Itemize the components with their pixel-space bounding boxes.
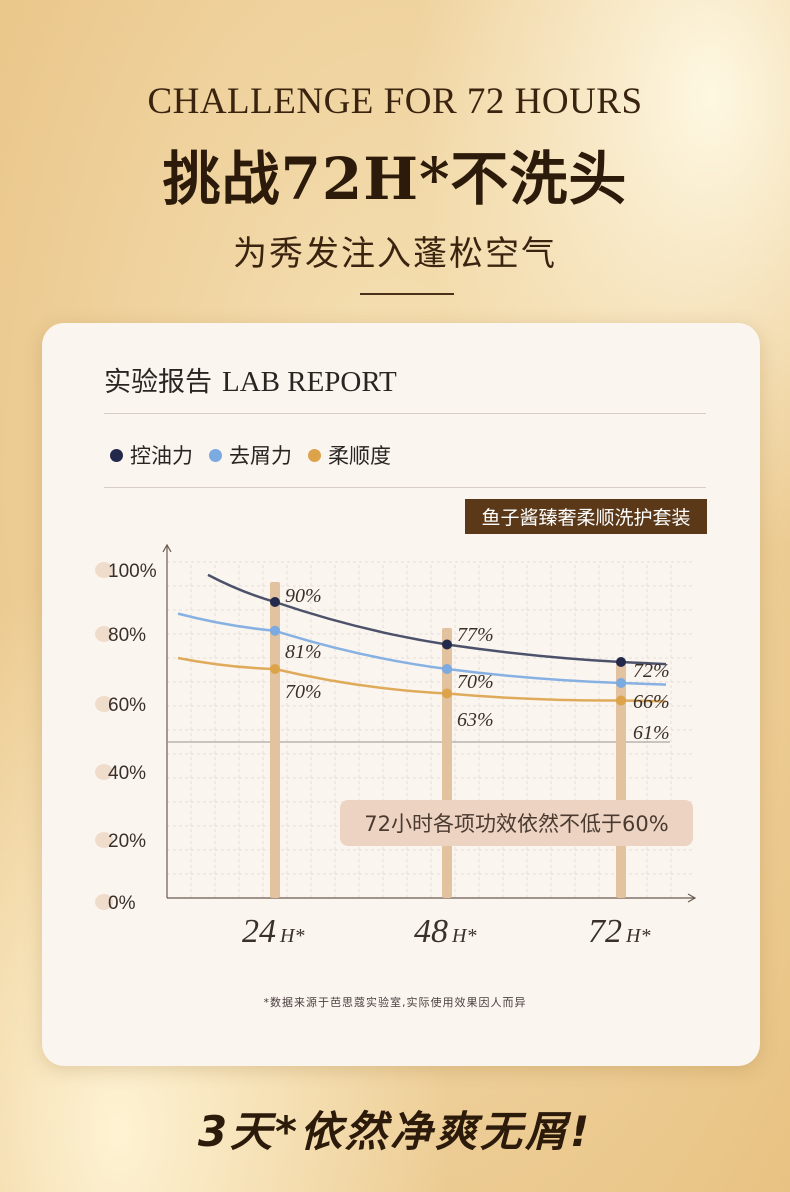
chart-callout: 72小时各项功效依然不低于60% bbox=[340, 800, 693, 846]
legend-label-smoothness: 柔顺度 bbox=[328, 444, 391, 468]
data-point bbox=[442, 664, 452, 674]
x-tick-label: 24 bbox=[242, 913, 276, 950]
series-line-0 bbox=[207, 573, 667, 666]
y-tick-decoration bbox=[95, 832, 113, 848]
data-point bbox=[616, 657, 626, 667]
y-tick-decoration bbox=[95, 894, 113, 910]
y-axis-arrow bbox=[162, 543, 172, 553]
legend-item-smoothness: 柔顺度 bbox=[308, 440, 391, 470]
data-label: 63% bbox=[457, 709, 494, 731]
headline-chinese: 挑战72H*不洗头 bbox=[162, 145, 628, 213]
headline-english: CHALLENGE FOR 72 HOURS bbox=[147, 81, 643, 122]
data-label: 77% bbox=[457, 624, 494, 646]
x-tick-suffix: H* bbox=[625, 925, 650, 947]
legend-dot-smoothness bbox=[308, 448, 321, 462]
report-divider-top bbox=[104, 413, 706, 414]
report-title-cn: 实验报告 bbox=[104, 367, 212, 398]
data-point bbox=[270, 625, 280, 636]
lab-report-card bbox=[42, 323, 760, 1066]
header-divider bbox=[360, 293, 454, 295]
x-tick-label: 48 bbox=[414, 913, 448, 950]
data-label: 70% bbox=[285, 681, 322, 703]
x-tick-suffix: H* bbox=[451, 925, 476, 947]
data-point bbox=[616, 678, 626, 688]
data-label: 81% bbox=[285, 641, 322, 663]
report-title: 实验报告 LAB REPORT bbox=[104, 360, 397, 399]
y-tick-decoration bbox=[95, 696, 113, 712]
data-label: 61% bbox=[633, 722, 670, 744]
data-point bbox=[442, 639, 452, 650]
series-line-1 bbox=[177, 612, 667, 686]
footnote: *数据来源于芭思蔻实验室,实际使用效果因人而异 bbox=[263, 996, 527, 1009]
x-tick-suffix: H* bbox=[279, 925, 304, 947]
y-tick-decoration bbox=[95, 764, 113, 780]
data-point bbox=[442, 688, 452, 699]
y-tick-label: 0% bbox=[108, 893, 136, 914]
time-bar bbox=[270, 582, 280, 898]
y-tick-label: 100% bbox=[108, 561, 157, 582]
legend-item-anti-dandruff: 去屑力 bbox=[209, 440, 292, 470]
y-tick-label: 20% bbox=[108, 831, 146, 852]
data-point bbox=[270, 664, 280, 674]
y-tick-label: 80% bbox=[108, 625, 146, 646]
y-tick-decoration bbox=[95, 626, 113, 642]
y-tick-label: 40% bbox=[108, 763, 146, 784]
data-label: 66% bbox=[633, 691, 670, 713]
subheadline: 为秀发注入蓬松空气 bbox=[233, 234, 557, 274]
data-point bbox=[270, 597, 280, 607]
legend-item-oil-control: 控油力 bbox=[110, 440, 193, 470]
y-tick-label: 60% bbox=[108, 695, 146, 716]
legend-dot-oil-control bbox=[110, 448, 123, 462]
y-tick-decoration bbox=[95, 562, 113, 578]
series-line-2 bbox=[177, 656, 667, 703]
legend-label-anti-dandruff: 去屑力 bbox=[229, 444, 292, 468]
data-point bbox=[616, 695, 626, 706]
report-divider-bottom bbox=[104, 487, 706, 488]
data-label: 70% bbox=[457, 671, 494, 693]
report-title-en: LAB REPORT bbox=[222, 366, 397, 398]
product-badge: 鱼子酱臻奢柔顺洗护套装 bbox=[465, 499, 707, 534]
chart-legend: 控油力 去屑力 柔顺度 bbox=[110, 440, 391, 470]
x-tick-label: 72 bbox=[588, 913, 622, 950]
x-axis-arrow bbox=[687, 893, 697, 903]
slogan: 3天*依然净爽无屑! bbox=[197, 1107, 593, 1156]
data-label: 72% bbox=[633, 660, 670, 682]
data-label: 90% bbox=[285, 585, 322, 607]
legend-dot-anti-dandruff bbox=[209, 448, 222, 462]
legend-label-oil-control: 控油力 bbox=[130, 444, 193, 468]
